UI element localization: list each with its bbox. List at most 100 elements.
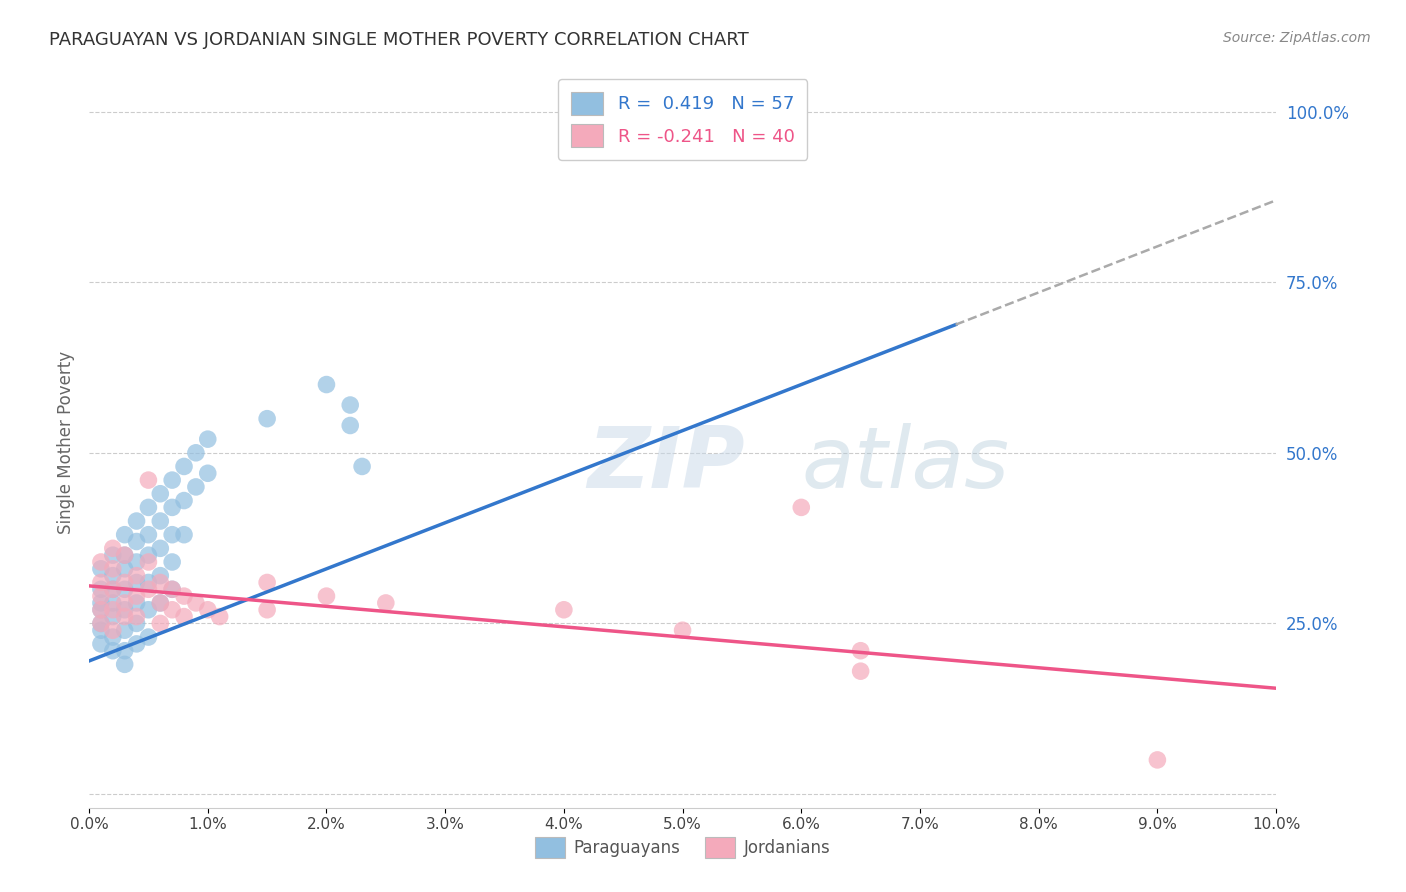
Point (138, 582, 160, 597)
Point (197, 432, 219, 446)
Point (101, 541, 124, 556)
Point (197, 467, 219, 481)
Point (114, 562, 136, 576)
Point (101, 643, 124, 657)
Point (208, 609, 231, 624)
Point (197, 603, 219, 617)
Text: Source: ZipAtlas.com: Source: ZipAtlas.com (1223, 31, 1371, 45)
Point (149, 596, 172, 610)
Point (315, 589, 337, 603)
Point (90, 582, 112, 597)
Point (149, 616, 172, 631)
Point (256, 575, 278, 590)
Point (101, 568, 124, 582)
Point (138, 527, 160, 541)
Point (138, 630, 160, 644)
Point (138, 603, 160, 617)
Point (101, 603, 124, 617)
Point (138, 473, 160, 487)
Point (138, 500, 160, 515)
Point (138, 575, 160, 590)
Point (149, 568, 172, 582)
Point (90, 624, 112, 638)
Point (173, 589, 195, 603)
Point (101, 582, 124, 597)
Point (101, 609, 124, 624)
Point (101, 596, 124, 610)
Point (90, 616, 112, 631)
Point (1146, 753, 1168, 767)
Point (90, 616, 112, 631)
Point (339, 418, 361, 433)
Point (160, 582, 183, 597)
Point (149, 541, 172, 556)
Point (90, 603, 112, 617)
Point (90, 603, 112, 617)
Point (114, 582, 136, 597)
Legend: R =  0.419   N = 57, R = -0.241   N = 40: R = 0.419 N = 57, R = -0.241 N = 40 (558, 79, 807, 160)
Point (114, 527, 136, 541)
Point (149, 596, 172, 610)
Point (114, 548, 136, 562)
Point (173, 459, 195, 474)
Point (790, 500, 813, 515)
Y-axis label: Single Mother Poverty: Single Mother Poverty (58, 351, 75, 534)
Point (138, 548, 160, 562)
Point (173, 609, 195, 624)
Point (125, 534, 148, 549)
Point (125, 555, 148, 569)
Point (173, 493, 195, 508)
Point (125, 596, 148, 610)
Point (114, 596, 136, 610)
Point (90, 562, 112, 576)
Point (339, 398, 361, 412)
Point (125, 589, 148, 603)
Point (101, 630, 124, 644)
Point (101, 562, 124, 576)
Text: atlas: atlas (801, 423, 1010, 506)
Point (90, 589, 112, 603)
Point (184, 446, 207, 460)
Text: PARAGUAYAN VS JORDANIAN SINGLE MOTHER POVERTY CORRELATION CHART: PARAGUAYAN VS JORDANIAN SINGLE MOTHER PO… (49, 31, 749, 49)
Point (256, 411, 278, 425)
Point (114, 624, 136, 638)
Point (160, 500, 183, 515)
Point (125, 568, 148, 582)
Point (114, 548, 136, 562)
Text: ZIP: ZIP (588, 423, 745, 506)
Point (160, 527, 183, 541)
Point (849, 664, 872, 678)
Point (90, 575, 112, 590)
Point (125, 616, 148, 631)
Point (149, 514, 172, 528)
Point (114, 609, 136, 624)
Point (138, 555, 160, 569)
Point (125, 575, 148, 590)
Point (553, 603, 575, 617)
Point (101, 582, 124, 597)
Point (173, 527, 195, 541)
Point (101, 548, 124, 562)
Point (374, 596, 396, 610)
Point (125, 514, 148, 528)
Point (184, 480, 207, 494)
Point (184, 596, 207, 610)
Point (160, 582, 183, 597)
Point (114, 575, 136, 590)
Point (125, 609, 148, 624)
Point (125, 637, 148, 651)
Point (101, 624, 124, 638)
Point (114, 643, 136, 657)
Point (849, 643, 872, 657)
Point (315, 377, 337, 392)
Point (352, 459, 374, 474)
Point (114, 603, 136, 617)
Point (160, 603, 183, 617)
Point (149, 487, 172, 501)
Point (160, 555, 183, 569)
Point (90, 596, 112, 610)
Point (149, 575, 172, 590)
Point (114, 657, 136, 672)
Point (671, 624, 693, 638)
Point (90, 637, 112, 651)
